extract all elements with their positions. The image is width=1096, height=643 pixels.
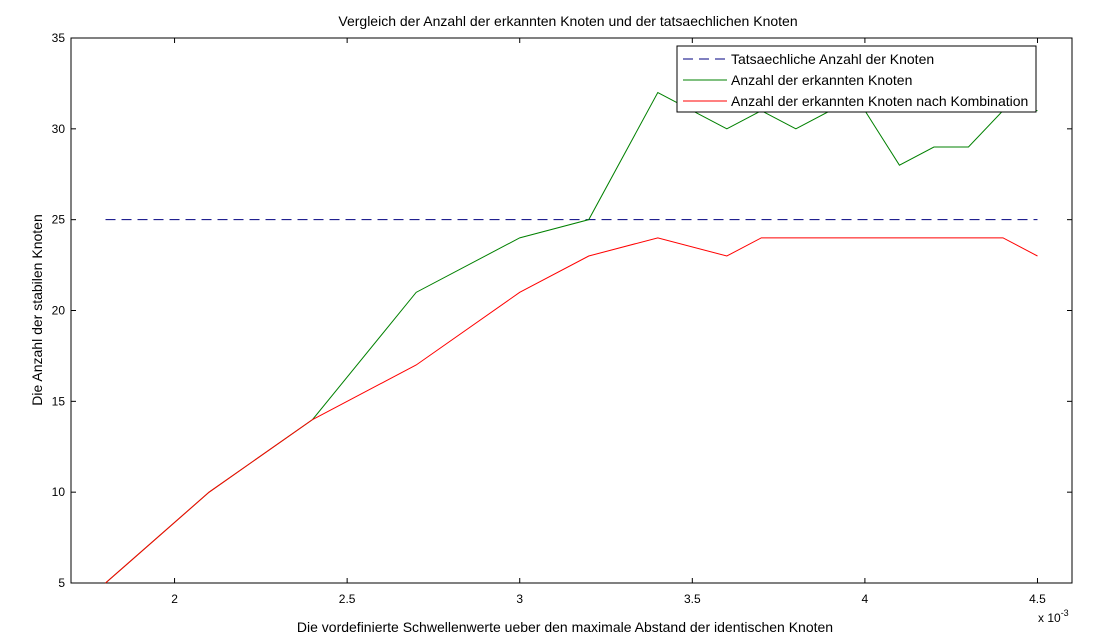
y-tick-label: 30 (52, 122, 66, 136)
legend-label-1: Tatsaechliche Anzahl der Knoten (731, 51, 934, 67)
x-multiplier-base: x 10 (1038, 611, 1061, 625)
y-tick-label: 35 (52, 31, 66, 45)
x-tick-label: 3.5 (684, 592, 701, 606)
y-axis-title: Die Anzahl der stabilen Knoten (29, 214, 45, 405)
y-tick-label: 15 (52, 394, 66, 408)
x-axis-multiplier: x 10-3 (1038, 608, 1069, 625)
y-tick-label: 10 (52, 485, 66, 499)
y-tick-label: 20 (52, 304, 66, 318)
x-tick-label: 2.5 (339, 592, 356, 606)
x-tick-label: 4.5 (1029, 592, 1046, 606)
plot-area: 2 2.5 3 3.5 4 4.5 5 10 15 20 25 30 35 (52, 31, 1073, 606)
series-line-3 (105, 237, 1038, 584)
x-tick-label: 3 (516, 592, 523, 606)
x-tick-label: 4 (862, 592, 869, 606)
x-tick-label: 2 (171, 592, 178, 606)
y-tick-label: 5 (58, 576, 65, 590)
x-axis-title: Die vordefinierte Schwellenwerte ueber d… (297, 619, 833, 635)
legend-box (676, 45, 1037, 113)
series-line-2 (105, 91, 1038, 584)
chart-title: Vergleich der Anzahl der erkannten Knote… (338, 13, 797, 29)
legend-label-2: Anzahl der erkannten Knoten (731, 72, 912, 88)
y-tick-label: 25 (52, 213, 66, 227)
plot-frame (70, 37, 1073, 584)
x-multiplier-exponent: -3 (1061, 608, 1069, 618)
legend: Tatsaechliche Anzahl der Knoten Anzahl de… (676, 45, 1037, 113)
legend-label-3: Anzahl der erkannten Knoten nach Kombina… (731, 93, 1028, 109)
